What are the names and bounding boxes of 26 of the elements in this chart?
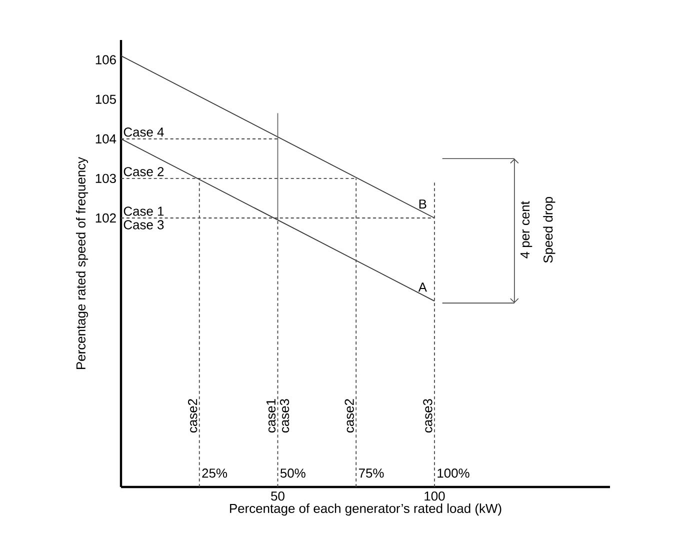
series-label: A: [418, 282, 427, 292]
y-axis-title: Percentage rated speed of frequency: [76, 156, 88, 369]
x-tick-label: 50: [271, 491, 284, 501]
y-tick-label: 106: [96, 55, 116, 64]
annotation: case3: [280, 399, 290, 433]
y-tick-label: 104: [96, 134, 116, 144]
annotation: 25%: [202, 468, 228, 478]
y-tick-label: 105: [96, 94, 116, 104]
annotation: case3: [423, 399, 432, 433]
annotation: Case 2: [124, 167, 164, 176]
x-tick-label: 100: [424, 491, 445, 501]
annotation: Speed drop: [543, 196, 556, 263]
annotation: 100%: [438, 468, 470, 478]
annotation: case2: [344, 399, 354, 433]
annotation: case1: [266, 399, 276, 433]
annotation: 4 per cent: [520, 201, 532, 258]
annotation: 50%: [280, 468, 306, 478]
annotation: Case 4: [124, 128, 164, 137]
y-tick-label: 103: [96, 174, 116, 184]
annotation: 75%: [358, 468, 384, 478]
annotation: Case 3: [124, 220, 164, 230]
series-label: B: [419, 200, 426, 208]
x-axis-title: Percentage of each generator’s rated load (kW): [230, 504, 502, 516]
y-tick-label: 102: [96, 213, 116, 223]
annotation: Case 1: [124, 206, 164, 216]
annotation: case2: [188, 399, 198, 433]
